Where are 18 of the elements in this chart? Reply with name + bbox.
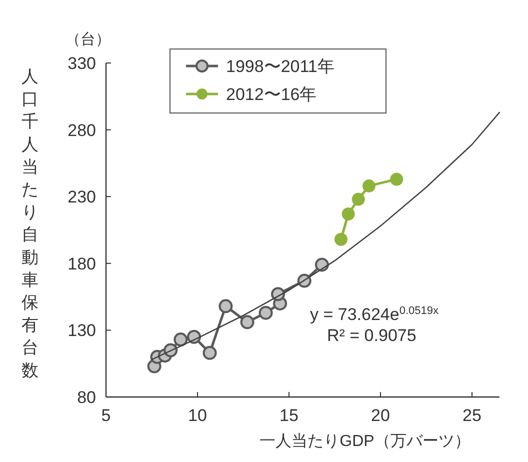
legend-label: 1998〜2011年 [226,57,334,76]
x-tick-label: 25 [462,406,482,425]
x-tick-label: 20 [371,406,390,425]
y-tick-label: 130 [68,321,96,340]
y-tick-label: 330 [68,54,96,73]
y-tick-label: 80 [77,388,96,407]
annotation: y = 73.624e$^{0.0519x}$ [310,305,439,324]
text: 人口千人当たり自動車保有台数 [22,67,38,380]
annotation: R² = 0.9075 [327,326,416,345]
y-tick-label: 280 [68,120,96,140]
x-tick-label: 10 [188,406,207,425]
y-tick-label: 180 [68,254,96,274]
x-axis-title: 一人当たりGDP（万バーツ） [260,432,470,450]
x-tick-label: 5 [101,406,111,425]
y-tick-label: 230 [68,188,96,207]
text: （台） [66,31,110,48]
x-tick-label: 15 [280,406,298,425]
legend-label: 2012〜16年 [226,85,317,104]
